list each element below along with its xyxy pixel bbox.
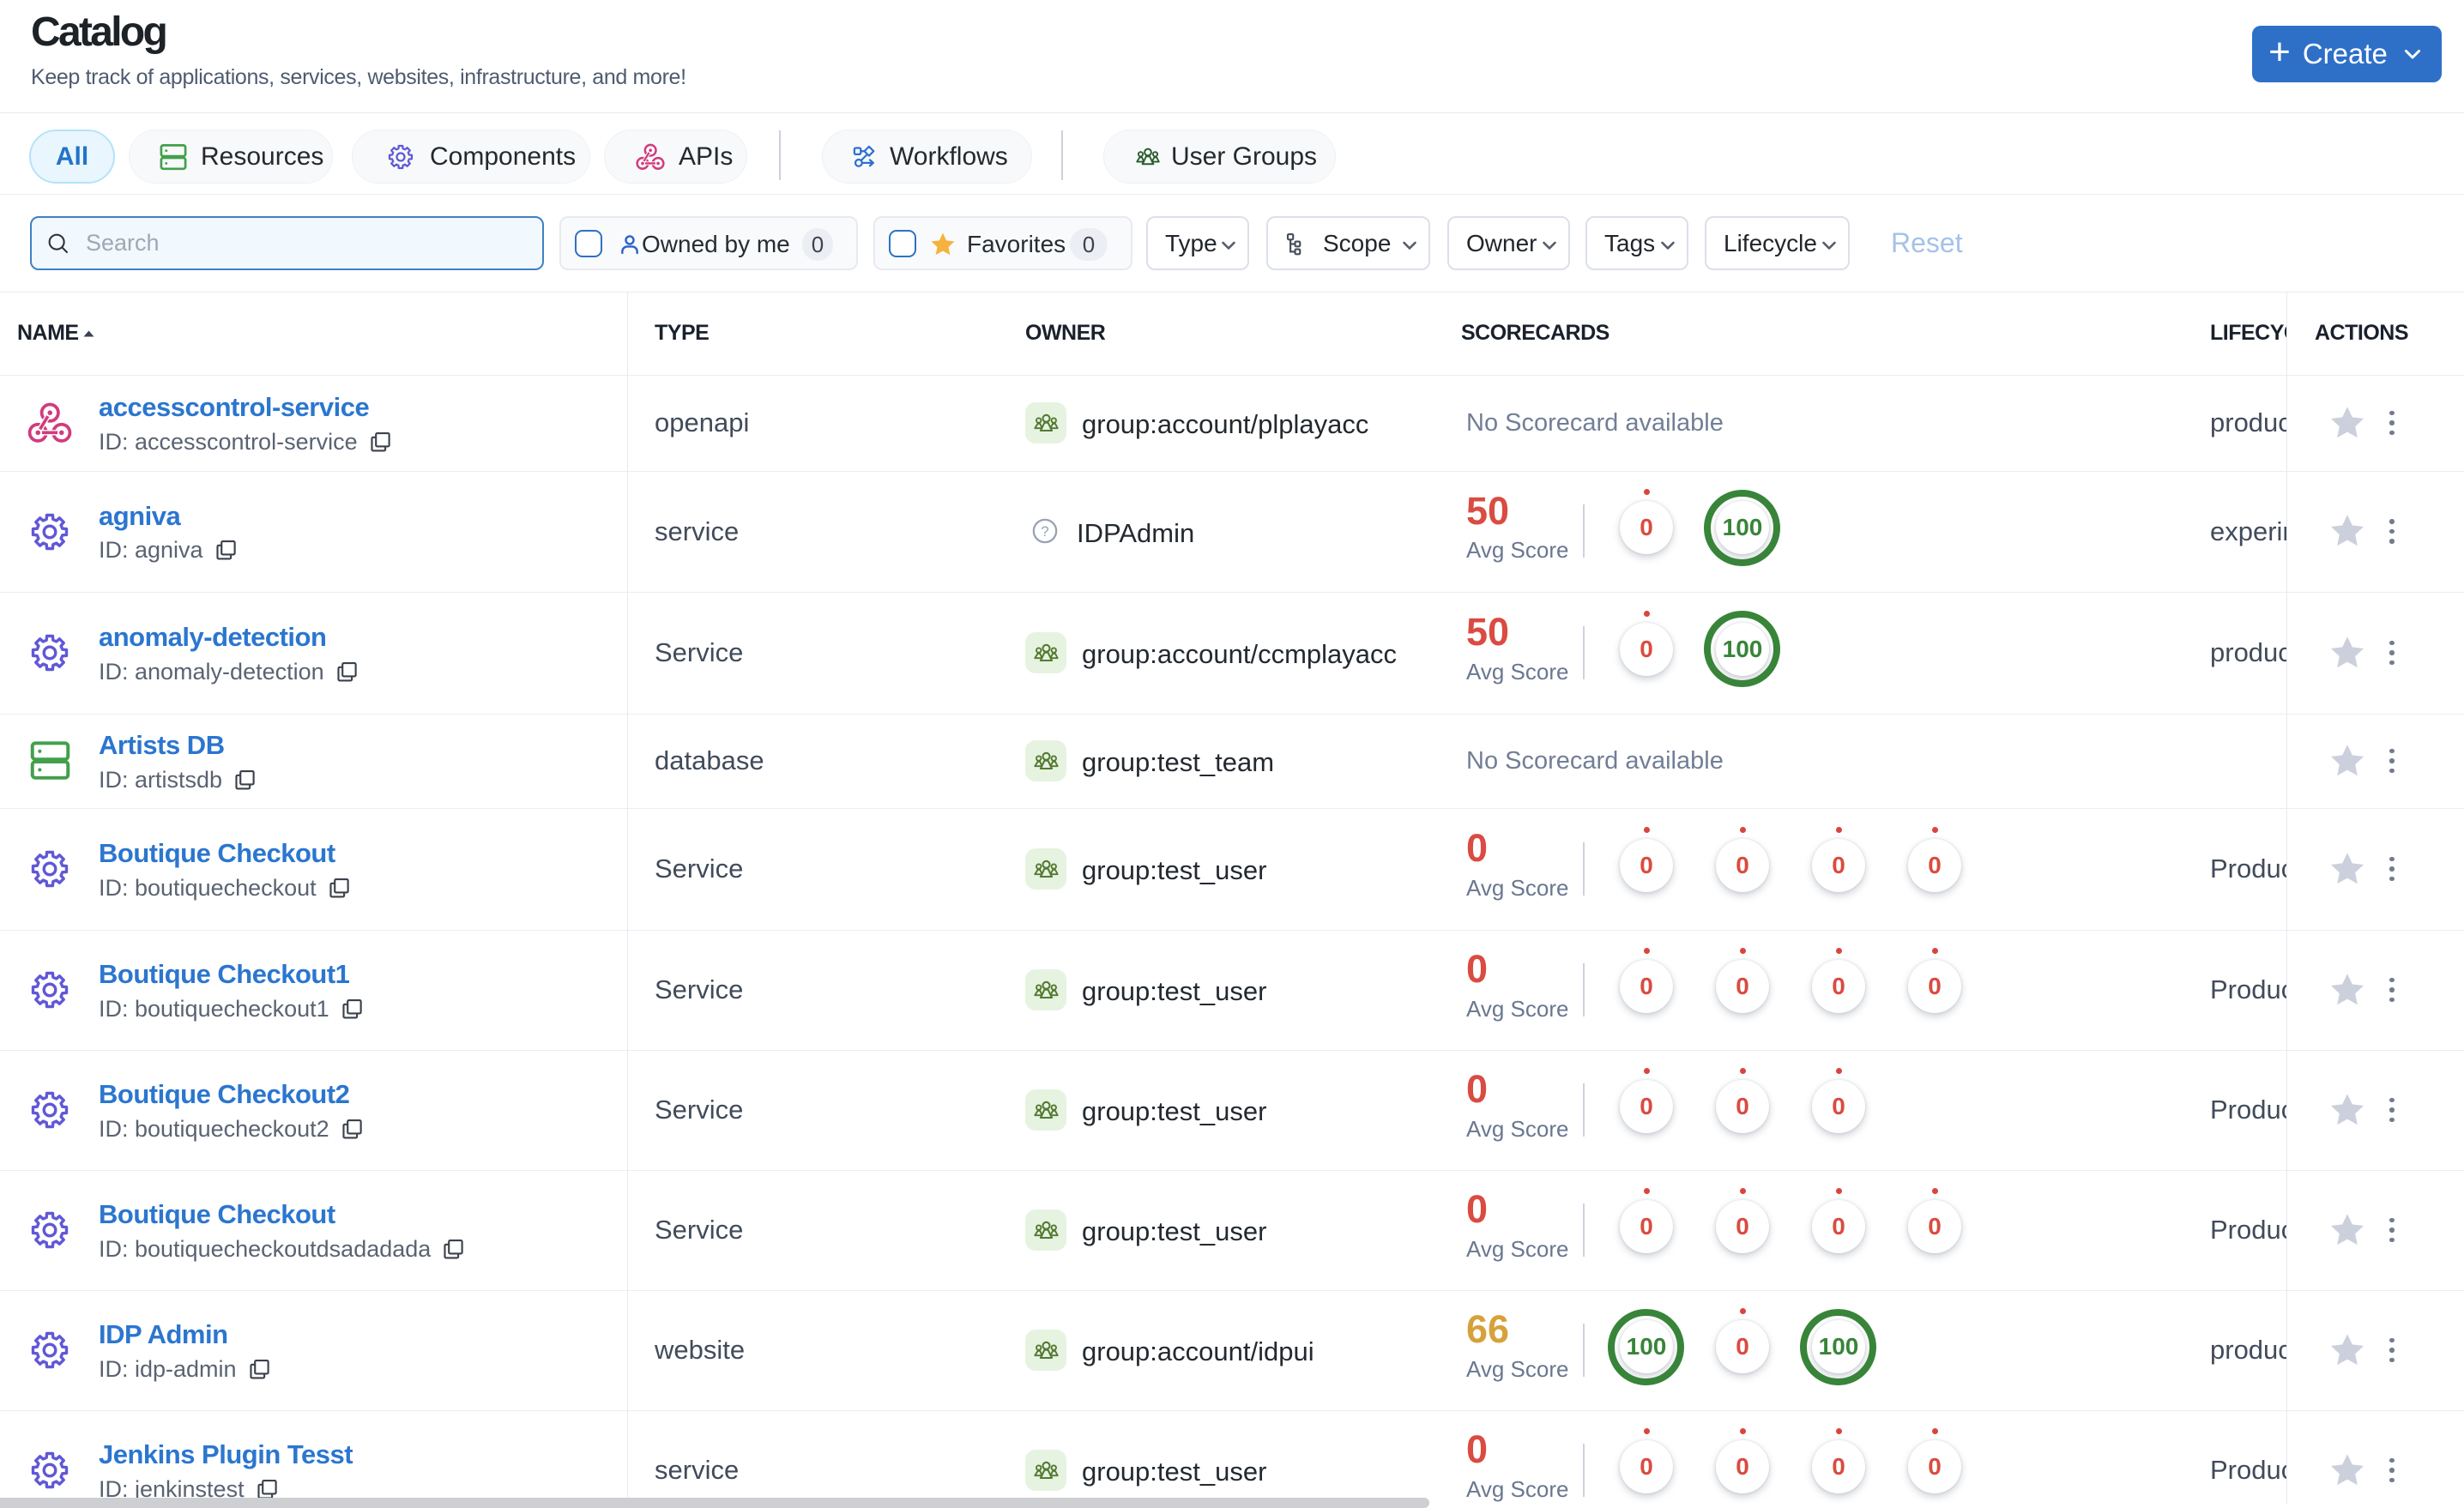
svg-text:?: ?: [1041, 523, 1048, 540]
